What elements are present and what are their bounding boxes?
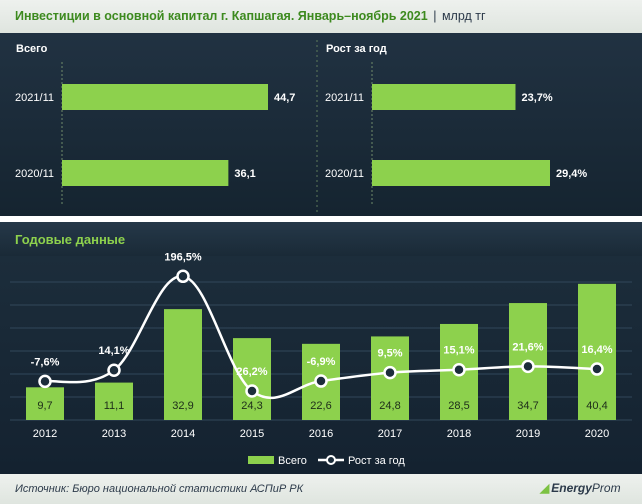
bar-value-label: 40,4 [586, 400, 607, 412]
legend-bar-label: Всего [278, 455, 307, 467]
title-main: Инвестиции в основной капитал г. Капшага… [15, 9, 428, 23]
source-note: Источник: Бюро национальной статистики А… [15, 483, 304, 495]
section-header: Годовые данные [0, 222, 642, 256]
annual-bar [578, 283, 616, 420]
growth-point [314, 374, 328, 388]
growth-label: 14,1% [98, 345, 129, 357]
x-tick-label: 2020 [585, 428, 609, 440]
section-title: Годовые данные [15, 232, 126, 247]
legend-bar-swatch [248, 456, 274, 464]
annual-bar [164, 309, 202, 420]
category-label: 2021/11 [325, 92, 364, 104]
panel-title-total: Всего [16, 43, 48, 55]
x-tick-label: 2013 [102, 428, 126, 440]
growth-label: -7,6% [31, 356, 60, 368]
growth-label: 16,4% [581, 344, 612, 356]
x-tick-label: 2019 [516, 428, 540, 440]
annual-bar [95, 382, 133, 420]
growth-point [521, 359, 535, 374]
annual-bar [26, 387, 64, 420]
growth-line [44, 275, 598, 400]
growth-point [38, 374, 52, 389]
bar-value-label: 32,9 [172, 400, 193, 412]
growth-point [452, 362, 466, 377]
x-tick-label: 2018 [447, 428, 471, 440]
growth-label: 26,2% [236, 366, 267, 378]
growth-point [107, 363, 121, 377]
growth-point [176, 269, 190, 284]
energyprom-logo: ◢ EnergyProm [540, 481, 621, 495]
growth-point [245, 384, 259, 398]
title-bar: Инвестиции в основной капитал г. Капшага… [0, 0, 642, 33]
bar-value-label: 24,8 [379, 400, 400, 412]
category-label: 2020/11 [325, 168, 364, 180]
bar-value-label: 9,7 [37, 400, 52, 412]
title-unit: млрд тг [441, 9, 486, 23]
growth-label: 9,5% [377, 348, 402, 360]
growth-label: 15,1% [443, 345, 474, 357]
legend-line-label: Рост за год [348, 455, 405, 467]
x-tick-label: 2012 [33, 428, 57, 440]
category-label: 2020/11 [15, 168, 54, 180]
logo-name: Energy [551, 481, 592, 495]
logo-mark-icon: ◢ [540, 481, 550, 495]
bar [372, 160, 550, 186]
data-label: 44,7 [274, 92, 295, 104]
bar-value-label: 24,3 [241, 400, 262, 412]
growth-label: -6,9% [307, 356, 336, 368]
title-separator: | [433, 9, 437, 23]
x-tick-label: 2016 [309, 428, 333, 440]
x-tick-label: 2015 [240, 428, 264, 440]
panel-title-growth: Рост за год [326, 43, 387, 55]
growth-label: 196,5% [164, 251, 202, 263]
bar-value-label: 34,7 [517, 400, 538, 412]
annual-bar [233, 338, 271, 420]
bar [372, 84, 516, 110]
growth-point [383, 365, 397, 380]
x-tick-label: 2017 [378, 428, 402, 440]
bar [62, 160, 229, 186]
bar-value-label: 22,6 [310, 400, 331, 412]
bar-value-label: 11,1 [104, 400, 125, 412]
data-label: 23,7% [521, 92, 552, 104]
bar [62, 84, 268, 110]
data-label: 36,1 [234, 168, 255, 180]
data-label: 29,4% [556, 168, 587, 180]
chart-title: Инвестиции в основной капитал г. Капшага… [15, 9, 486, 23]
category-label: 2021/11 [15, 92, 54, 104]
growth-label: 21,6% [512, 341, 543, 353]
logo-suffix: Prom [591, 481, 621, 495]
bar-value-label: 28,5 [448, 400, 469, 412]
legend-line-marker [326, 455, 336, 465]
growth-point [590, 362, 604, 376]
footer: Источник: Бюро национальной статистики А… [0, 474, 642, 504]
x-tick-label: 2014 [171, 428, 195, 440]
